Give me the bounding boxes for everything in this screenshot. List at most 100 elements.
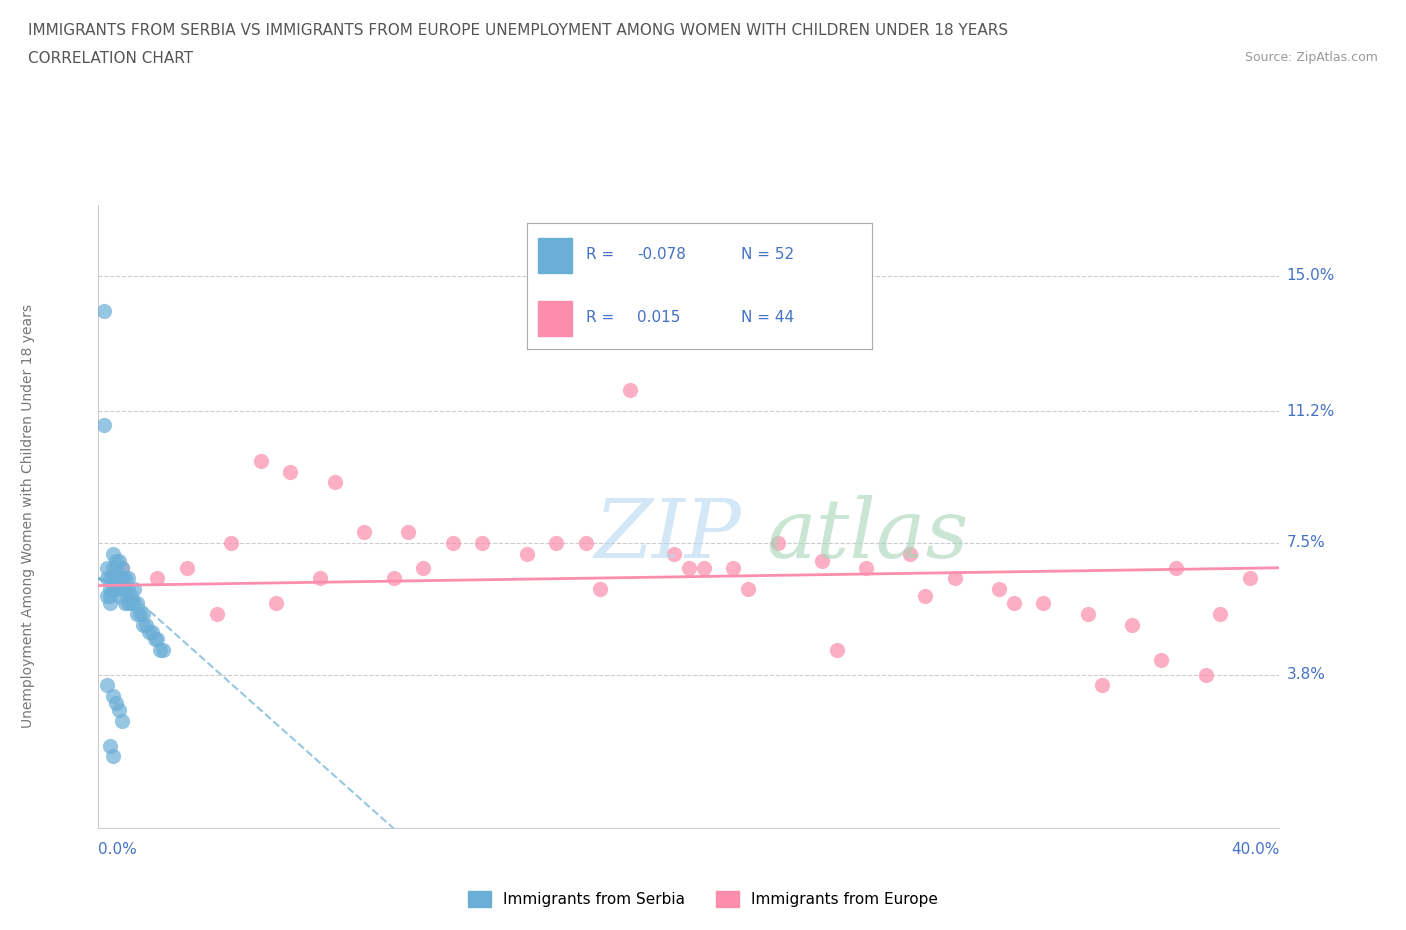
Point [105, 581, 128, 596]
Point [111, 561, 134, 576]
Point [396, 525, 419, 539]
Point [914, 589, 936, 604]
Point [93, 418, 115, 432]
Point [103, 546, 125, 561]
Point [353, 525, 375, 539]
Point [766, 536, 789, 551]
Point [382, 571, 405, 586]
Point [323, 475, 346, 490]
Point [471, 536, 494, 551]
Point [1077, 606, 1099, 621]
Point [825, 643, 848, 658]
Point [103, 581, 125, 596]
Point [98, 596, 121, 611]
Point [1195, 667, 1218, 682]
Legend: Immigrants from Serbia, Immigrants from Europe: Immigrants from Serbia, Immigrants from … [463, 884, 943, 913]
Point [125, 606, 148, 621]
Point [122, 596, 145, 611]
Point [111, 581, 134, 596]
Text: 15.0%: 15.0% [1286, 269, 1334, 284]
Point [128, 606, 150, 621]
Point [855, 561, 877, 576]
Point [1002, 596, 1025, 611]
Point [810, 553, 832, 568]
Point [120, 596, 142, 611]
Point [278, 464, 302, 479]
Point [105, 696, 128, 711]
Text: IMMIGRANTS FROM SERBIA VS IMMIGRANTS FROM EUROPE UNEMPLOYMENT AMONG WOMEN WITH C: IMMIGRANTS FROM SERBIA VS IMMIGRANTS FRO… [28, 23, 1008, 38]
Point [120, 589, 142, 604]
Point [152, 643, 174, 658]
Point [111, 571, 134, 586]
Point [176, 561, 198, 576]
Point [900, 546, 922, 561]
Point [105, 571, 128, 586]
Point [103, 571, 125, 586]
Point [122, 581, 145, 596]
Point [108, 553, 131, 568]
Point [546, 536, 568, 551]
Text: N = 52: N = 52 [741, 247, 794, 262]
Text: ZIP: ZIP [595, 495, 741, 575]
Point [132, 606, 155, 621]
Point [98, 589, 121, 604]
Text: -0.078: -0.078 [637, 247, 686, 262]
Point [132, 618, 155, 632]
Point [96, 589, 118, 604]
Text: 40.0%: 40.0% [1232, 842, 1279, 857]
Point [114, 571, 136, 586]
Point [205, 606, 228, 621]
Point [516, 546, 538, 561]
Point [309, 571, 332, 586]
Point [1209, 606, 1232, 621]
Text: N = 44: N = 44 [741, 310, 794, 325]
Point [111, 713, 134, 728]
Point [135, 618, 157, 632]
Point [138, 624, 160, 639]
Point [108, 703, 131, 718]
Text: Source: ZipAtlas.com: Source: ZipAtlas.com [1244, 51, 1378, 64]
Point [264, 596, 287, 611]
Point [143, 631, 166, 646]
Point [1239, 571, 1261, 586]
Text: CORRELATION CHART: CORRELATION CHART [28, 51, 193, 66]
Text: 0.0%: 0.0% [98, 842, 138, 857]
Text: Unemployment Among Women with Children Under 18 years: Unemployment Among Women with Children U… [21, 304, 35, 728]
Point [98, 581, 121, 596]
Point [943, 571, 966, 586]
Point [103, 561, 125, 576]
Point [114, 581, 136, 596]
Point [103, 749, 125, 764]
Point [250, 454, 273, 469]
Point [114, 596, 136, 611]
Point [441, 536, 464, 551]
Text: 7.5%: 7.5% [1286, 536, 1326, 551]
Point [98, 571, 121, 586]
Point [125, 596, 148, 611]
Text: R =: R = [586, 310, 624, 325]
Point [219, 536, 243, 551]
Point [146, 571, 169, 586]
Point [619, 382, 641, 397]
Point [96, 571, 118, 586]
Point [1164, 561, 1187, 576]
Point [737, 581, 759, 596]
Point [149, 643, 172, 658]
Text: R =: R = [586, 247, 619, 262]
Point [723, 561, 745, 576]
Point [678, 561, 700, 576]
Point [1091, 678, 1114, 693]
Point [589, 581, 612, 596]
Point [574, 536, 596, 551]
Point [664, 546, 686, 561]
Point [693, 561, 716, 576]
Point [1121, 618, 1143, 632]
Point [96, 678, 118, 693]
Point [111, 561, 134, 576]
Text: 11.2%: 11.2% [1286, 404, 1334, 418]
Point [117, 581, 139, 596]
Bar [537, 238, 572, 273]
Point [117, 596, 139, 611]
Point [108, 589, 131, 604]
Point [96, 561, 118, 576]
